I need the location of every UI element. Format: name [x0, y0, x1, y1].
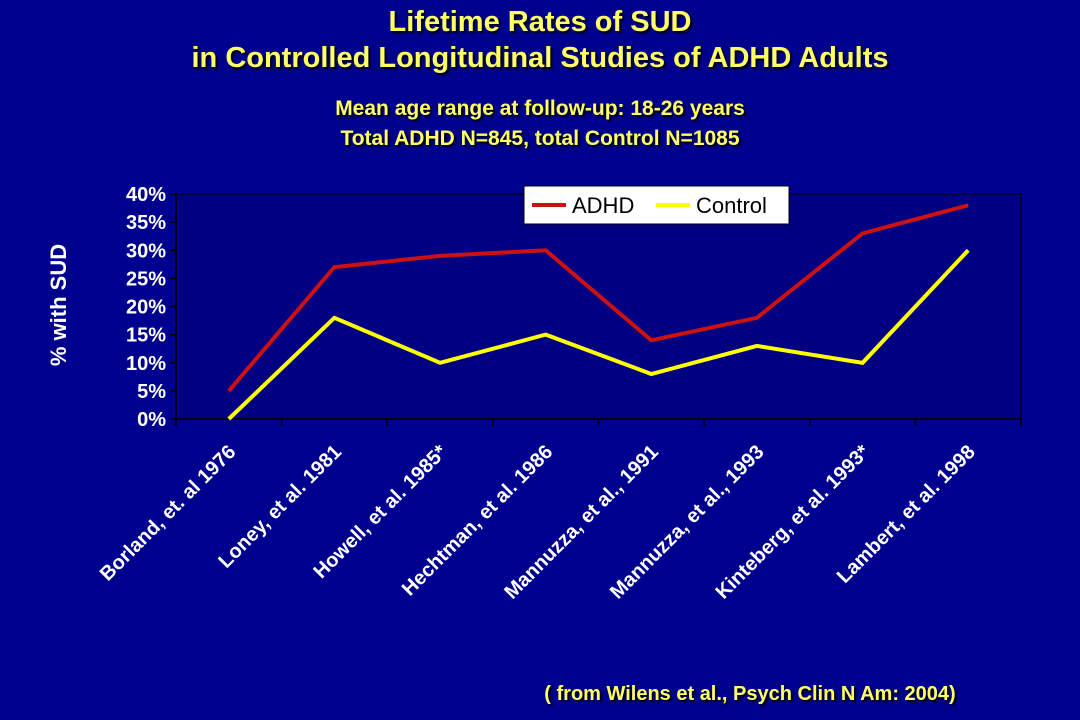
x-tick-label: Borland, et. al 1976 — [96, 441, 240, 585]
y-axis-label: % with SUD — [46, 244, 71, 366]
y-tick-label: 15% — [126, 325, 166, 347]
series-line-control — [227, 248, 970, 421]
y-tick-label: 10% — [126, 353, 166, 375]
title-line-1: Lifetime Rates of SUD — [388, 6, 692, 38]
source-citation: ( from Wilens et al., Psych Clin N Am: 2… — [544, 683, 956, 705]
subtitle-line-1: Mean age range at follow-up: 18-26 years — [335, 97, 745, 120]
y-tick-label: 30% — [126, 240, 166, 262]
legend-label-adhd: ADHD — [572, 193, 634, 218]
series-line-adhd — [227, 203, 969, 393]
y-tick-label: 5% — [137, 381, 166, 403]
y-tick-label: 0% — [137, 409, 166, 431]
y-tick-label: 20% — [126, 297, 166, 319]
series-layer — [227, 203, 970, 421]
subtitle-line-2: Total ADHD N=845, total Control N=1085 — [340, 127, 740, 150]
title-line-2: in Controlled Longitudinal Studies of AD… — [191, 42, 889, 74]
y-tick-label: 25% — [126, 268, 166, 290]
legend-label-control: Control — [696, 193, 767, 218]
legend: ADHD Control — [523, 185, 790, 225]
y-tick-label: 40% — [126, 184, 166, 206]
axes — [170, 193, 1022, 426]
y-tick-label: 35% — [126, 212, 166, 234]
